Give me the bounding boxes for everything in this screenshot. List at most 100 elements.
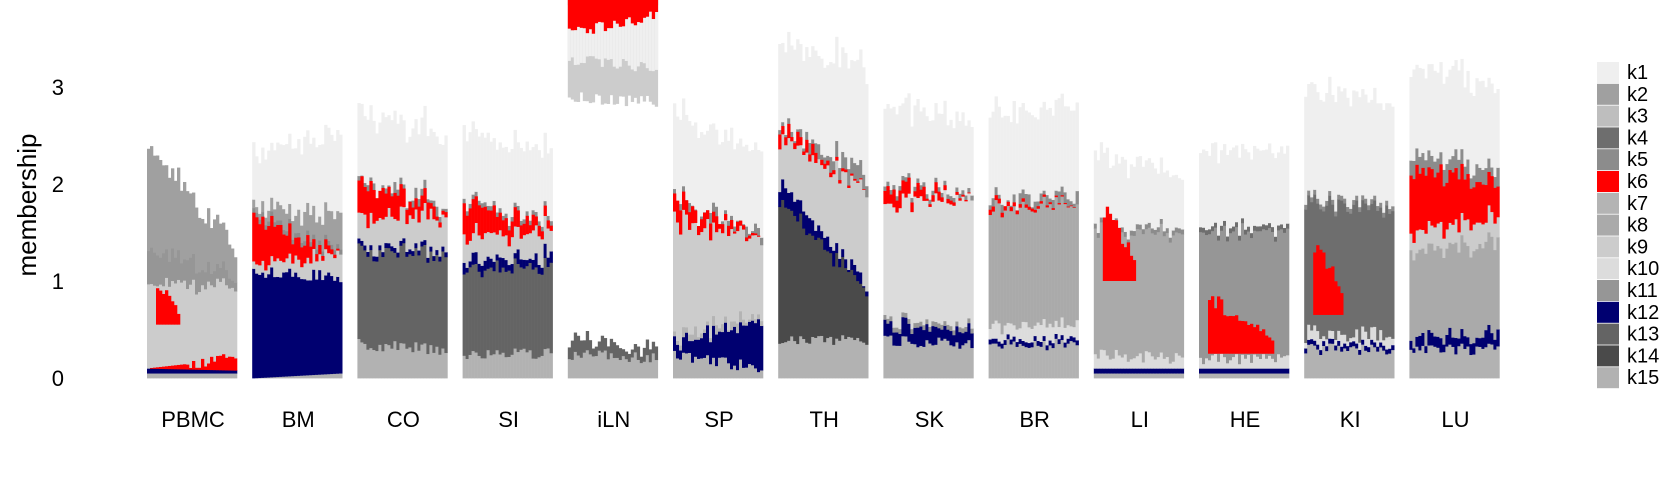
bar-segment-k12 xyxy=(841,248,845,258)
bar-segment-k8 xyxy=(1015,213,1019,330)
bar-segment-k7 xyxy=(748,319,752,322)
bar-segment-k4 xyxy=(1280,224,1284,230)
bar-segment-k15 xyxy=(1349,346,1353,379)
bar-segment-k5 xyxy=(892,184,896,190)
bar-segment-k15 xyxy=(784,341,788,379)
bar-segment-k6 xyxy=(1102,217,1107,281)
bar-segment-k10 xyxy=(1250,362,1254,369)
bar-segment-k9 xyxy=(378,217,382,246)
bar-segment-k6 xyxy=(1235,315,1239,354)
bar-segment-k10 xyxy=(1144,350,1149,369)
bar-segment-k1 xyxy=(513,129,517,203)
bar-segment-k15 xyxy=(1253,373,1257,379)
bar-segment-k9 xyxy=(270,255,274,268)
bar-segment-k11 xyxy=(928,326,932,332)
bar-segment-k14 xyxy=(784,207,788,343)
bar-segment-k1 xyxy=(721,142,725,222)
bar-segment-k1 xyxy=(444,135,448,209)
bar-segment-k2 xyxy=(276,201,280,221)
bar-segment-k11 xyxy=(150,247,154,285)
bar-segment-k12 xyxy=(1466,336,1470,347)
bar-segment-k8 xyxy=(1475,248,1479,338)
bar-segment-k1 xyxy=(1229,150,1233,229)
bar-segment-k5 xyxy=(754,223,758,234)
bar-segment-k12 xyxy=(522,259,526,269)
bar-segment-k10 xyxy=(1340,334,1344,347)
bar-segment-k6 xyxy=(159,366,163,369)
bar-segment-k6 xyxy=(426,202,430,220)
bar-segment-k10 xyxy=(961,196,965,329)
bar-segment-k12 xyxy=(420,241,424,247)
bar-segment-k12 xyxy=(1391,344,1395,351)
bar-segment-k9 xyxy=(384,216,388,244)
bar-segment-k1 xyxy=(1355,91,1359,196)
bar-segment-k1 xyxy=(802,60,806,149)
bar-segment-k1 xyxy=(1481,80,1485,171)
bar-segment-k15 xyxy=(856,337,860,379)
bar-segment-k5 xyxy=(297,232,301,238)
bar-segment-k6 xyxy=(919,189,923,197)
bar-segment-k12 xyxy=(1238,368,1242,374)
bar-segment-k1 xyxy=(1421,68,1425,154)
bar-segment-k5 xyxy=(814,142,818,154)
bar-segment-k13 xyxy=(414,247,418,343)
bar-segment-k10 xyxy=(898,207,902,330)
bar-segment-k9 xyxy=(294,255,298,273)
bar-segment-k12 xyxy=(1352,340,1356,347)
bar-segment-k6 xyxy=(288,223,292,254)
bar-segment-k12 xyxy=(222,369,226,374)
bar-segment-k8 xyxy=(1427,243,1431,331)
bar-segment-k14 xyxy=(838,266,842,341)
bar-segment-k1 xyxy=(1006,115,1010,201)
bar-segment-k4 xyxy=(1277,225,1281,231)
bar-segment-k6 xyxy=(1466,174,1470,220)
bar-segment-k5 xyxy=(480,202,484,209)
bar-segment-k1 xyxy=(928,120,932,200)
bar-segment-k1 xyxy=(862,67,866,175)
bar-segment-k13 xyxy=(417,255,421,351)
bar-segment-k15 xyxy=(285,376,289,379)
bar-segment-k12 xyxy=(1015,341,1019,347)
bar-segment-k12 xyxy=(757,318,761,373)
bar-segment-k1 xyxy=(369,105,373,178)
bar-segment-k6 xyxy=(300,247,304,268)
bar-segment-k2 xyxy=(300,225,304,243)
bar-segment-k12 xyxy=(1286,368,1290,374)
bar-segment-k5 xyxy=(1442,169,1446,187)
bar-segment-k13 xyxy=(411,255,415,353)
bar-segment-k7 xyxy=(751,313,755,321)
bar-segment-k2 xyxy=(165,165,169,250)
bar-segment-k5 xyxy=(922,181,926,188)
bar-segment-k12 xyxy=(1141,368,1146,374)
bar-segment-k13 xyxy=(432,260,436,353)
bar-segment-k2 xyxy=(147,148,151,252)
bar-segment-k12 xyxy=(1313,340,1317,346)
bar-segment-k11 xyxy=(177,249,181,280)
bar-segment-k8 xyxy=(1457,252,1461,339)
bar-segment-k12 xyxy=(1427,329,1431,346)
bar-segment-k6 xyxy=(324,239,328,250)
bar-segment-k13 xyxy=(651,341,656,354)
bar-segment-k5 xyxy=(1048,198,1052,203)
bar-segment-k15 xyxy=(751,364,755,379)
bar-segment-k12 xyxy=(1021,340,1025,346)
bar-segment-k10 xyxy=(1159,352,1164,369)
bar-segment-k1 xyxy=(294,148,298,216)
bar-segment-k5 xyxy=(537,220,541,227)
bar-segment-k6 xyxy=(676,200,680,223)
bar-segment-k1 xyxy=(1286,145,1290,224)
bar-segment-k5 xyxy=(513,202,517,208)
bar-segment-k12 xyxy=(153,368,157,374)
bar-segment-k6 xyxy=(1018,204,1022,208)
bar-segment-k4 xyxy=(1211,225,1215,232)
bar-segment-k15 xyxy=(318,374,322,379)
x-tick-label-iln: iLN xyxy=(597,407,630,432)
bar-segment-k6 xyxy=(913,191,917,197)
bar-segment-k6 xyxy=(1217,296,1221,354)
bar-segment-k10 xyxy=(904,197,908,313)
bar-segment-k12 xyxy=(1265,368,1269,374)
bar-segment-k6 xyxy=(1241,321,1245,354)
bar-segment-k14 xyxy=(829,252,833,337)
bar-segment-k1 xyxy=(516,142,520,206)
bar-segment-k6 xyxy=(648,0,653,12)
